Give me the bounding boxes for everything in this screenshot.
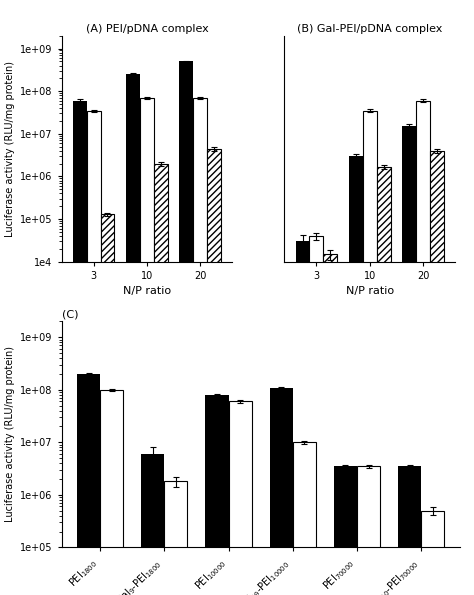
Bar [310, 236, 323, 595]
Y-axis label: Luciferase activity (RLU/mg protein): Luciferase activity (RLU/mg protein) [5, 346, 15, 522]
Bar [205, 395, 228, 595]
Bar [207, 149, 221, 595]
Bar [154, 164, 168, 595]
Bar [100, 390, 123, 595]
Bar [87, 111, 100, 595]
Bar [228, 402, 252, 595]
Bar [77, 374, 100, 595]
Bar [402, 126, 416, 595]
Bar [180, 61, 193, 595]
Bar [164, 481, 188, 595]
X-axis label: N/P ratio: N/P ratio [123, 286, 171, 296]
Bar [140, 98, 154, 595]
Title: (B) Gal-PEI/pDNA complex: (B) Gal-PEI/pDNA complex [297, 24, 442, 33]
Bar [323, 254, 337, 595]
Bar [416, 101, 430, 595]
X-axis label: N/P ratio: N/P ratio [346, 286, 394, 296]
Bar [363, 111, 377, 595]
Bar [126, 74, 140, 595]
Bar [293, 442, 316, 595]
Bar [100, 214, 114, 595]
Bar [430, 151, 444, 595]
Bar [377, 167, 391, 595]
Bar [73, 101, 87, 595]
Bar [421, 511, 444, 595]
Y-axis label: Luciferase activity (RLU/mg protein): Luciferase activity (RLU/mg protein) [5, 61, 15, 237]
Bar [349, 156, 363, 595]
Bar [270, 387, 293, 595]
Title: (A) PEI/pDNA complex: (A) PEI/pDNA complex [86, 24, 208, 33]
Bar [193, 98, 207, 595]
Bar [357, 466, 380, 595]
Bar [398, 466, 421, 595]
Bar [141, 454, 164, 595]
Bar [296, 242, 310, 595]
Text: (C): (C) [62, 309, 78, 319]
Bar [334, 466, 357, 595]
